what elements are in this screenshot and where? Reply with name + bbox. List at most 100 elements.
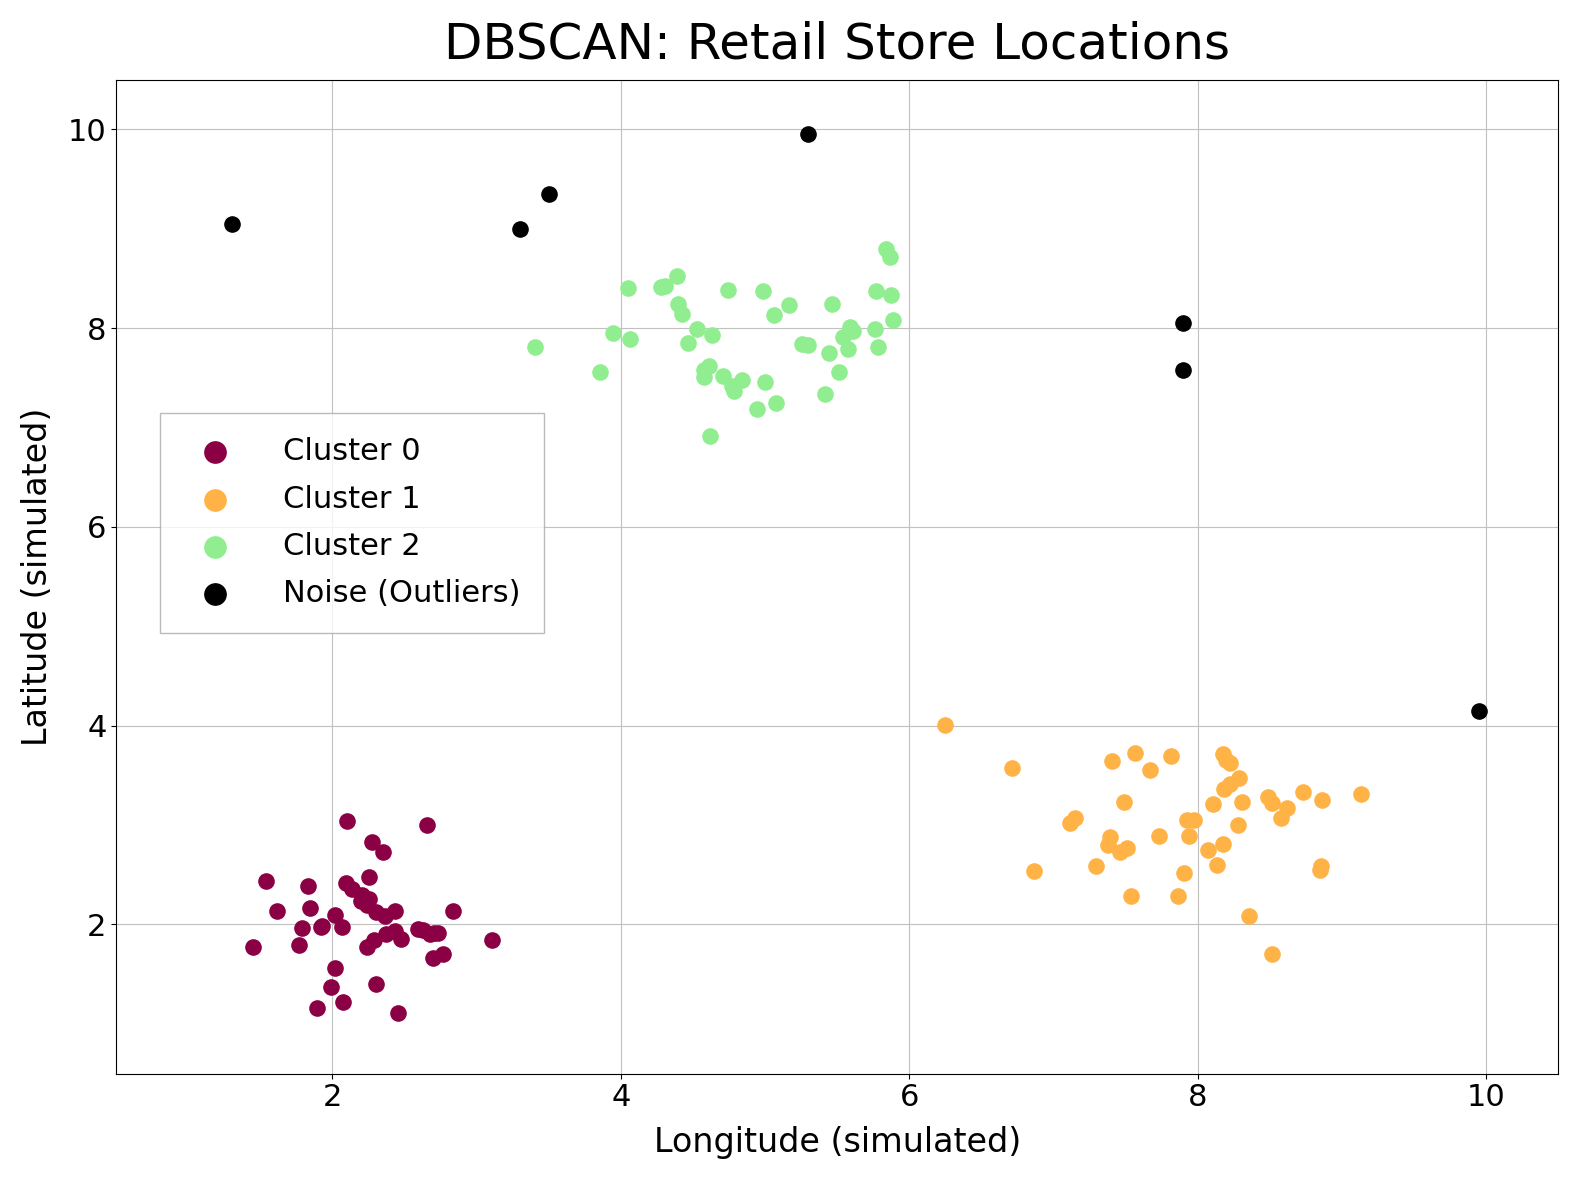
Cluster 0 [308,918,333,937]
Cluster 0 [425,924,450,943]
Cluster 1 [1236,906,1262,925]
Cluster 2 [816,343,842,362]
Cluster 1 [1290,782,1315,801]
Cluster 1 [1211,780,1236,799]
Cluster 1 [1268,808,1293,827]
Cluster 0 [415,815,441,834]
Cluster 0 [363,903,388,922]
Cluster 1 [1176,826,1202,845]
Cluster 2 [696,356,722,375]
Cluster 0 [264,902,289,920]
Cluster 2 [652,276,677,295]
Cluster 1 [1307,860,1333,879]
Cluster 0 [388,929,414,948]
Cluster 2 [761,306,786,324]
Cluster 2 [752,373,777,392]
Cluster 0 [363,975,388,994]
Cluster 0 [382,902,407,920]
Cluster 0 [319,978,344,997]
Cluster 2 [813,385,838,404]
Cluster 2 [665,267,690,286]
Cluster 0 [406,919,431,938]
Cluster 1 [1175,811,1200,830]
Cluster 1 [1227,768,1252,787]
Cluster 0 [339,880,365,899]
Cluster 2 [835,340,861,359]
Cluster 1 [1137,761,1162,780]
Cluster 0 [373,925,398,944]
Cluster 2 [600,324,625,343]
Cluster 1 [1097,827,1123,846]
Cluster 2 [692,360,717,379]
Cluster 2 [873,240,898,258]
Cluster 0 [382,922,407,940]
Cluster 0 [349,891,374,910]
Cluster 2 [665,295,690,314]
Cluster 1 [1118,886,1143,905]
Cluster 0 [357,868,382,887]
Cluster 2 [587,362,613,381]
Cluster 2 [729,371,755,389]
Cluster 1 [1172,863,1197,881]
Cluster 2 [865,337,891,356]
Cluster 0 [422,924,447,943]
Cluster 2 [790,335,815,354]
Cluster 2 [862,320,887,339]
Cluster 2 [718,376,744,395]
Cluster 0 [330,917,355,936]
Cluster 0 [286,936,311,955]
Cluster 2 [617,329,643,348]
Title: DBSCAN: Retail Store Locations: DBSCAN: Retail Store Locations [444,21,1230,68]
Cluster 2 [669,304,695,323]
Cluster 1 [932,716,957,735]
Cluster 1 [1255,787,1281,806]
Noise (Outliers) [796,125,821,144]
Cluster 1 [1348,785,1374,804]
Cluster 0 [480,930,505,949]
Cluster 2 [711,367,736,386]
Cluster 0 [441,902,466,920]
Cluster 1 [1083,857,1108,876]
Cluster 0 [360,832,385,851]
Cluster 1 [1260,945,1285,964]
Y-axis label: Latitude (simulated): Latitude (simulated) [21,407,54,746]
Noise (Outliers) [1467,701,1492,720]
Cluster 1 [1181,811,1206,830]
Cluster 0 [297,899,322,918]
Cluster 1 [1217,754,1243,773]
Cluster 1 [1205,856,1230,874]
Cluster 0 [295,877,321,896]
Cluster 0 [362,930,387,949]
Cluster 1 [1022,861,1047,880]
Cluster 0 [385,1004,411,1023]
Cluster 0 [355,938,381,957]
Cluster 0 [411,920,436,939]
Cluster 0 [429,944,455,963]
Cluster 2 [676,334,701,353]
Cluster 1 [1146,826,1172,845]
Cluster 1 [1230,792,1255,811]
Cluster 1 [1200,795,1225,814]
Cluster 2 [837,317,862,336]
Cluster 2 [722,381,747,400]
Cluster 2 [744,399,769,418]
Cluster 0 [354,896,379,914]
Cluster 2 [777,296,802,315]
Cluster 1 [1217,775,1243,794]
Cluster 1 [1258,794,1284,813]
Cluster 1 [1115,839,1140,858]
Cluster 1 [1213,750,1238,769]
Cluster 0 [322,906,347,925]
Cluster 1 [1211,745,1236,763]
Cluster 2 [647,277,673,296]
Cluster 0 [355,889,381,907]
Cluster 0 [420,949,445,968]
Cluster 0 [371,843,396,861]
Cluster 1 [1309,791,1334,809]
Cluster 2 [831,328,856,347]
Cluster 2 [699,326,725,345]
Cluster 0 [305,998,330,1017]
Cluster 0 [253,871,278,890]
Noise (Outliers) [1170,360,1195,379]
Cluster 0 [333,873,358,892]
